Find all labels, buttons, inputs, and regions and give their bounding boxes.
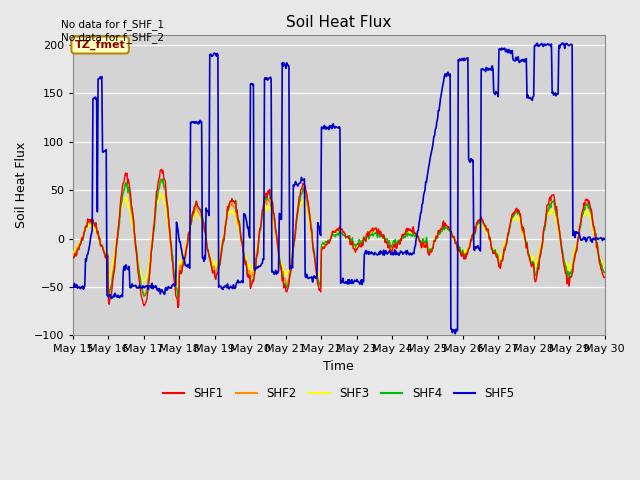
SHF5	[403, 248, 411, 253]
Title: Soil Heat Flux: Soil Heat Flux	[286, 15, 392, 30]
Line: SHF2: SHF2	[73, 179, 605, 299]
SHF1	[405, 227, 413, 233]
SHF3	[134, 254, 141, 260]
SHF2	[174, 296, 182, 301]
SHF3	[420, 243, 428, 249]
Text: TZ_fmet: TZ_fmet	[75, 40, 125, 50]
SHF2	[189, 211, 196, 217]
SHF5	[134, 284, 141, 290]
SHF1	[420, 244, 428, 250]
SHF1	[134, 260, 141, 266]
SHF1	[189, 209, 196, 215]
SHF4	[134, 254, 141, 260]
SHF4	[189, 210, 196, 216]
Text: No data for f_SHF_1
No data for f_SHF_2: No data for f_SHF_1 No data for f_SHF_2	[61, 19, 164, 43]
SHF3	[79, 236, 86, 242]
SHF5	[419, 201, 427, 206]
SHF3	[601, 263, 609, 268]
SHF5	[559, 40, 566, 46]
SHF2	[420, 244, 428, 250]
Line: SHF1: SHF1	[73, 169, 605, 308]
SHF2	[405, 227, 413, 233]
SHF1	[217, 253, 225, 259]
SHF5	[69, 283, 77, 289]
SHF5	[601, 236, 609, 242]
SHF2	[69, 252, 77, 258]
SHF2	[217, 249, 225, 255]
SHF2	[134, 259, 141, 264]
X-axis label: Time: Time	[323, 360, 354, 373]
SHF1	[174, 305, 182, 311]
SHF4	[420, 240, 428, 246]
SHF4	[601, 270, 609, 276]
SHF3	[174, 282, 182, 288]
Line: SHF3: SHF3	[73, 193, 605, 285]
SHF5	[216, 283, 223, 288]
Line: SHF4: SHF4	[73, 179, 605, 297]
SHF4	[158, 176, 166, 182]
SHF2	[601, 270, 609, 276]
Legend: SHF1, SHF2, SHF3, SHF4, SHF5: SHF1, SHF2, SHF3, SHF4, SHF5	[158, 382, 520, 404]
SHF5	[79, 283, 86, 289]
SHF1	[79, 237, 86, 242]
SHF5	[188, 120, 195, 126]
SHF3	[156, 191, 164, 196]
SHF4	[174, 294, 182, 300]
SHF1	[601, 275, 609, 280]
SHF5	[451, 331, 459, 336]
SHF2	[158, 176, 166, 182]
SHF1	[69, 254, 77, 260]
Y-axis label: Soil Heat Flux: Soil Heat Flux	[15, 142, 28, 228]
SHF4	[69, 254, 77, 260]
SHF2	[79, 236, 86, 242]
SHF3	[405, 229, 413, 235]
Line: SHF5: SHF5	[73, 43, 605, 334]
SHF1	[158, 167, 166, 172]
SHF4	[405, 232, 413, 238]
SHF4	[79, 238, 86, 243]
SHF3	[217, 245, 225, 251]
SHF3	[69, 249, 77, 255]
SHF3	[189, 214, 196, 220]
SHF4	[217, 255, 225, 261]
